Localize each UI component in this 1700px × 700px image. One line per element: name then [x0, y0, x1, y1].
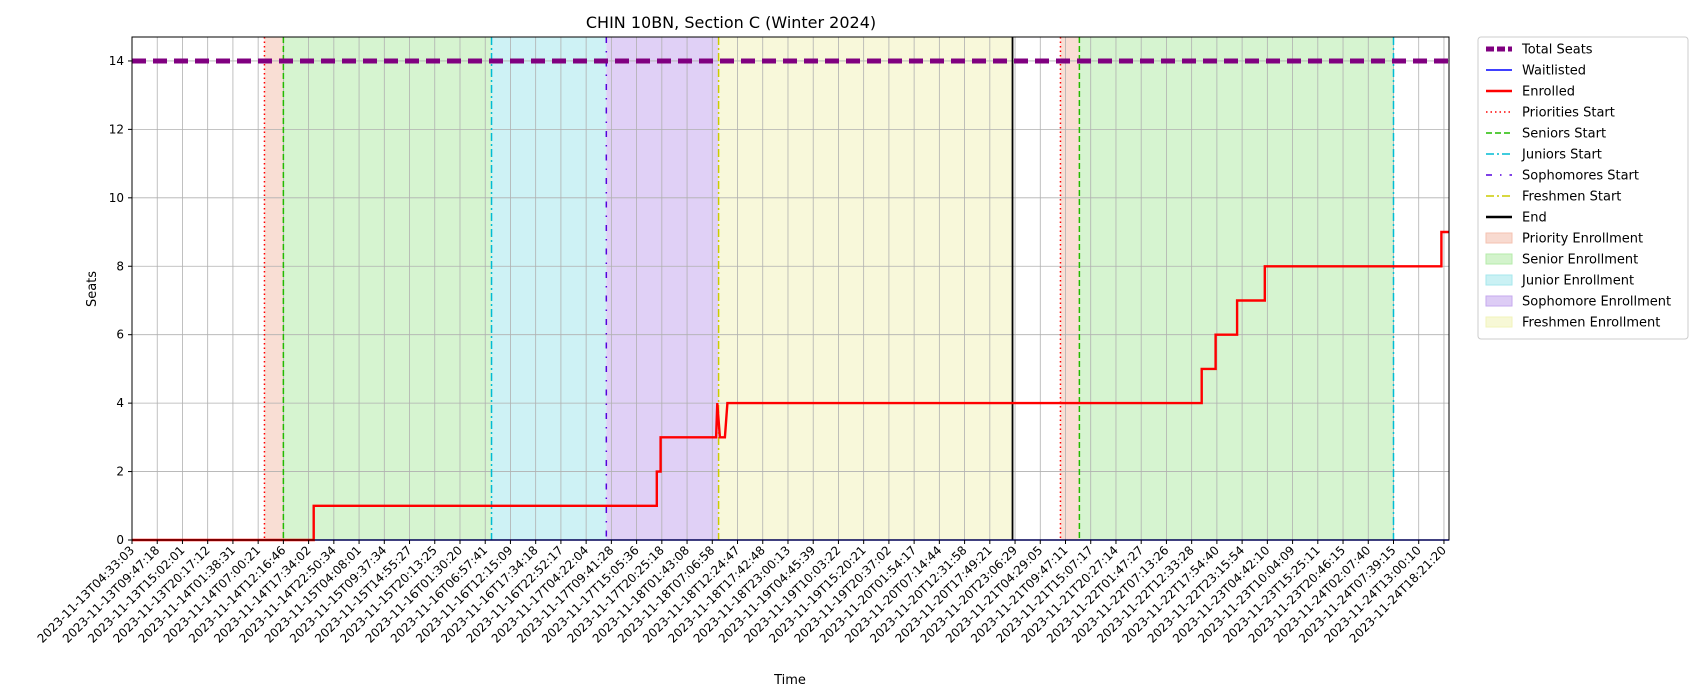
- legend-label-sophomores-start: Sophomores Start: [1522, 169, 1639, 184]
- legend-label-junior-enrollment: Junior Enrollment: [1521, 274, 1634, 289]
- legend-swatch-freshmen-enrollment: [1485, 316, 1513, 328]
- priority-enrollment-region: [264, 37, 284, 540]
- plot-area: 024681012142023-11-13T04:33:032023-11-13…: [35, 36, 1450, 646]
- enrolled-series: [132, 230, 1449, 542]
- y-tick-label: 10: [109, 191, 124, 205]
- legend-box: [1477, 36, 1689, 340]
- legend-label-seniors-start: Seniors Start: [1522, 127, 1606, 142]
- axes-frame: [131, 36, 1450, 541]
- y-tick-label: 4: [116, 396, 124, 410]
- legend-swatch-senior-enrollment: [1485, 253, 1513, 265]
- y-tick-label: 6: [116, 328, 124, 342]
- legend-label-end: End: [1522, 211, 1547, 226]
- legend-label-enrolled: Enrolled: [1522, 85, 1575, 100]
- chart-title: CHIN 10BN, Section C (Winter 2024): [586, 13, 876, 32]
- y-tick-label: 12: [109, 122, 124, 136]
- y-axis-label: Seats: [85, 271, 100, 307]
- y-tick-label: 8: [116, 259, 124, 273]
- legend-label-waitlisted: Waitlisted: [1522, 64, 1586, 79]
- x-axis-label: Time: [773, 673, 806, 688]
- legend-label-freshmen-start: Freshmen Start: [1522, 190, 1621, 205]
- y-tick-label: 14: [109, 54, 124, 68]
- legend-swatch-priority-enrollment: [1485, 232, 1513, 244]
- senior-enrollment-region: [283, 37, 492, 540]
- junior-enrollment-region: [491, 37, 607, 540]
- legend-label-freshmen-enrollment: Freshmen Enrollment: [1522, 316, 1660, 331]
- legend-label-total-seats: Total Seats: [1521, 43, 1593, 58]
- legend-label-senior-enrollment: Senior Enrollment: [1522, 253, 1638, 268]
- legend-swatch-sophomore-enrollment: [1485, 295, 1513, 307]
- y-tick-label: 2: [116, 465, 124, 479]
- legend-swatch-junior-enrollment: [1485, 274, 1513, 286]
- legend-label-priorities-start: Priorities Start: [1522, 106, 1615, 121]
- legend-label-sophomore-enrollment: Sophomore Enrollment: [1522, 295, 1671, 310]
- legend-label-juniors-start: Juniors Start: [1521, 148, 1602, 163]
- y-tick-label: 0: [116, 533, 124, 547]
- legend-label-priority-enrollment: Priority Enrollment: [1522, 232, 1643, 247]
- freshmen-enrollment-region: [718, 37, 1013, 540]
- priority-enrollment-region: [1060, 37, 1080, 540]
- sophomore-enrollment-region: [606, 37, 719, 540]
- legend: Total Seats Waitlisted Enrolled Priorities …: [1477, 36, 1689, 340]
- senior-enrollment-region: [1079, 37, 1394, 540]
